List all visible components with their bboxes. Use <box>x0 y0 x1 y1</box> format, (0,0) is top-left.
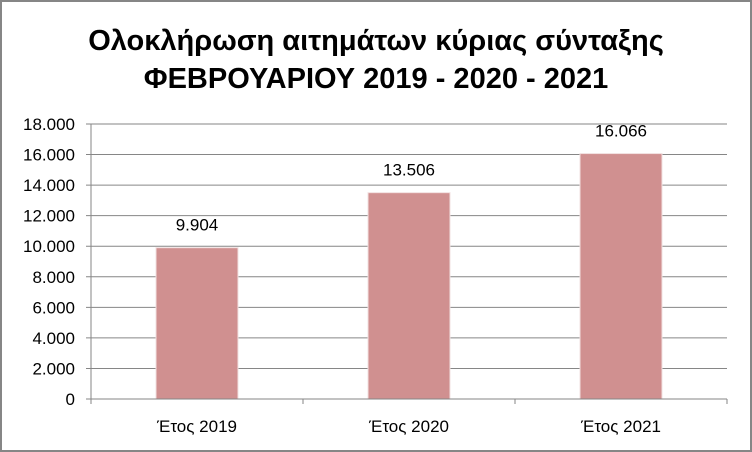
chart-title: Ολοκλήρωση αιτημάτων κύριας σύνταξης ΦΕΒ… <box>0 22 752 98</box>
data-label: 9.904 <box>176 216 219 235</box>
bar <box>367 192 451 400</box>
y-tick-label: 8.000 <box>32 268 75 287</box>
data-label: 16.066 <box>595 122 647 141</box>
y-tick-label: 10.000 <box>23 237 75 256</box>
title-line-1: Ολοκλήρωση αιτημάτων κύριας σύνταξης <box>88 25 664 57</box>
x-tick-label: Έτος 2021 <box>580 417 661 436</box>
y-tick-label: 0 <box>66 390 75 409</box>
y-tick-label: 12.000 <box>23 207 75 226</box>
bar <box>579 153 663 400</box>
y-tick-label: 16.000 <box>23 146 75 165</box>
x-tick-label: Έτος 2019 <box>156 417 237 436</box>
y-tick-label: 6.000 <box>32 298 75 317</box>
y-tick-label: 14.000 <box>23 176 75 195</box>
bar <box>155 247 239 400</box>
y-tick-label: 4.000 <box>32 329 75 348</box>
x-tick-label: Έτος 2020 <box>368 417 449 436</box>
y-tick-label: 2.000 <box>32 359 75 378</box>
title-line-2: ΦΕΒΡΟΥΑΡΙΟΥ 2019 - 2020 - 2021 <box>143 63 609 95</box>
y-tick-label: 18.000 <box>23 115 75 134</box>
data-label: 13.506 <box>383 161 435 180</box>
